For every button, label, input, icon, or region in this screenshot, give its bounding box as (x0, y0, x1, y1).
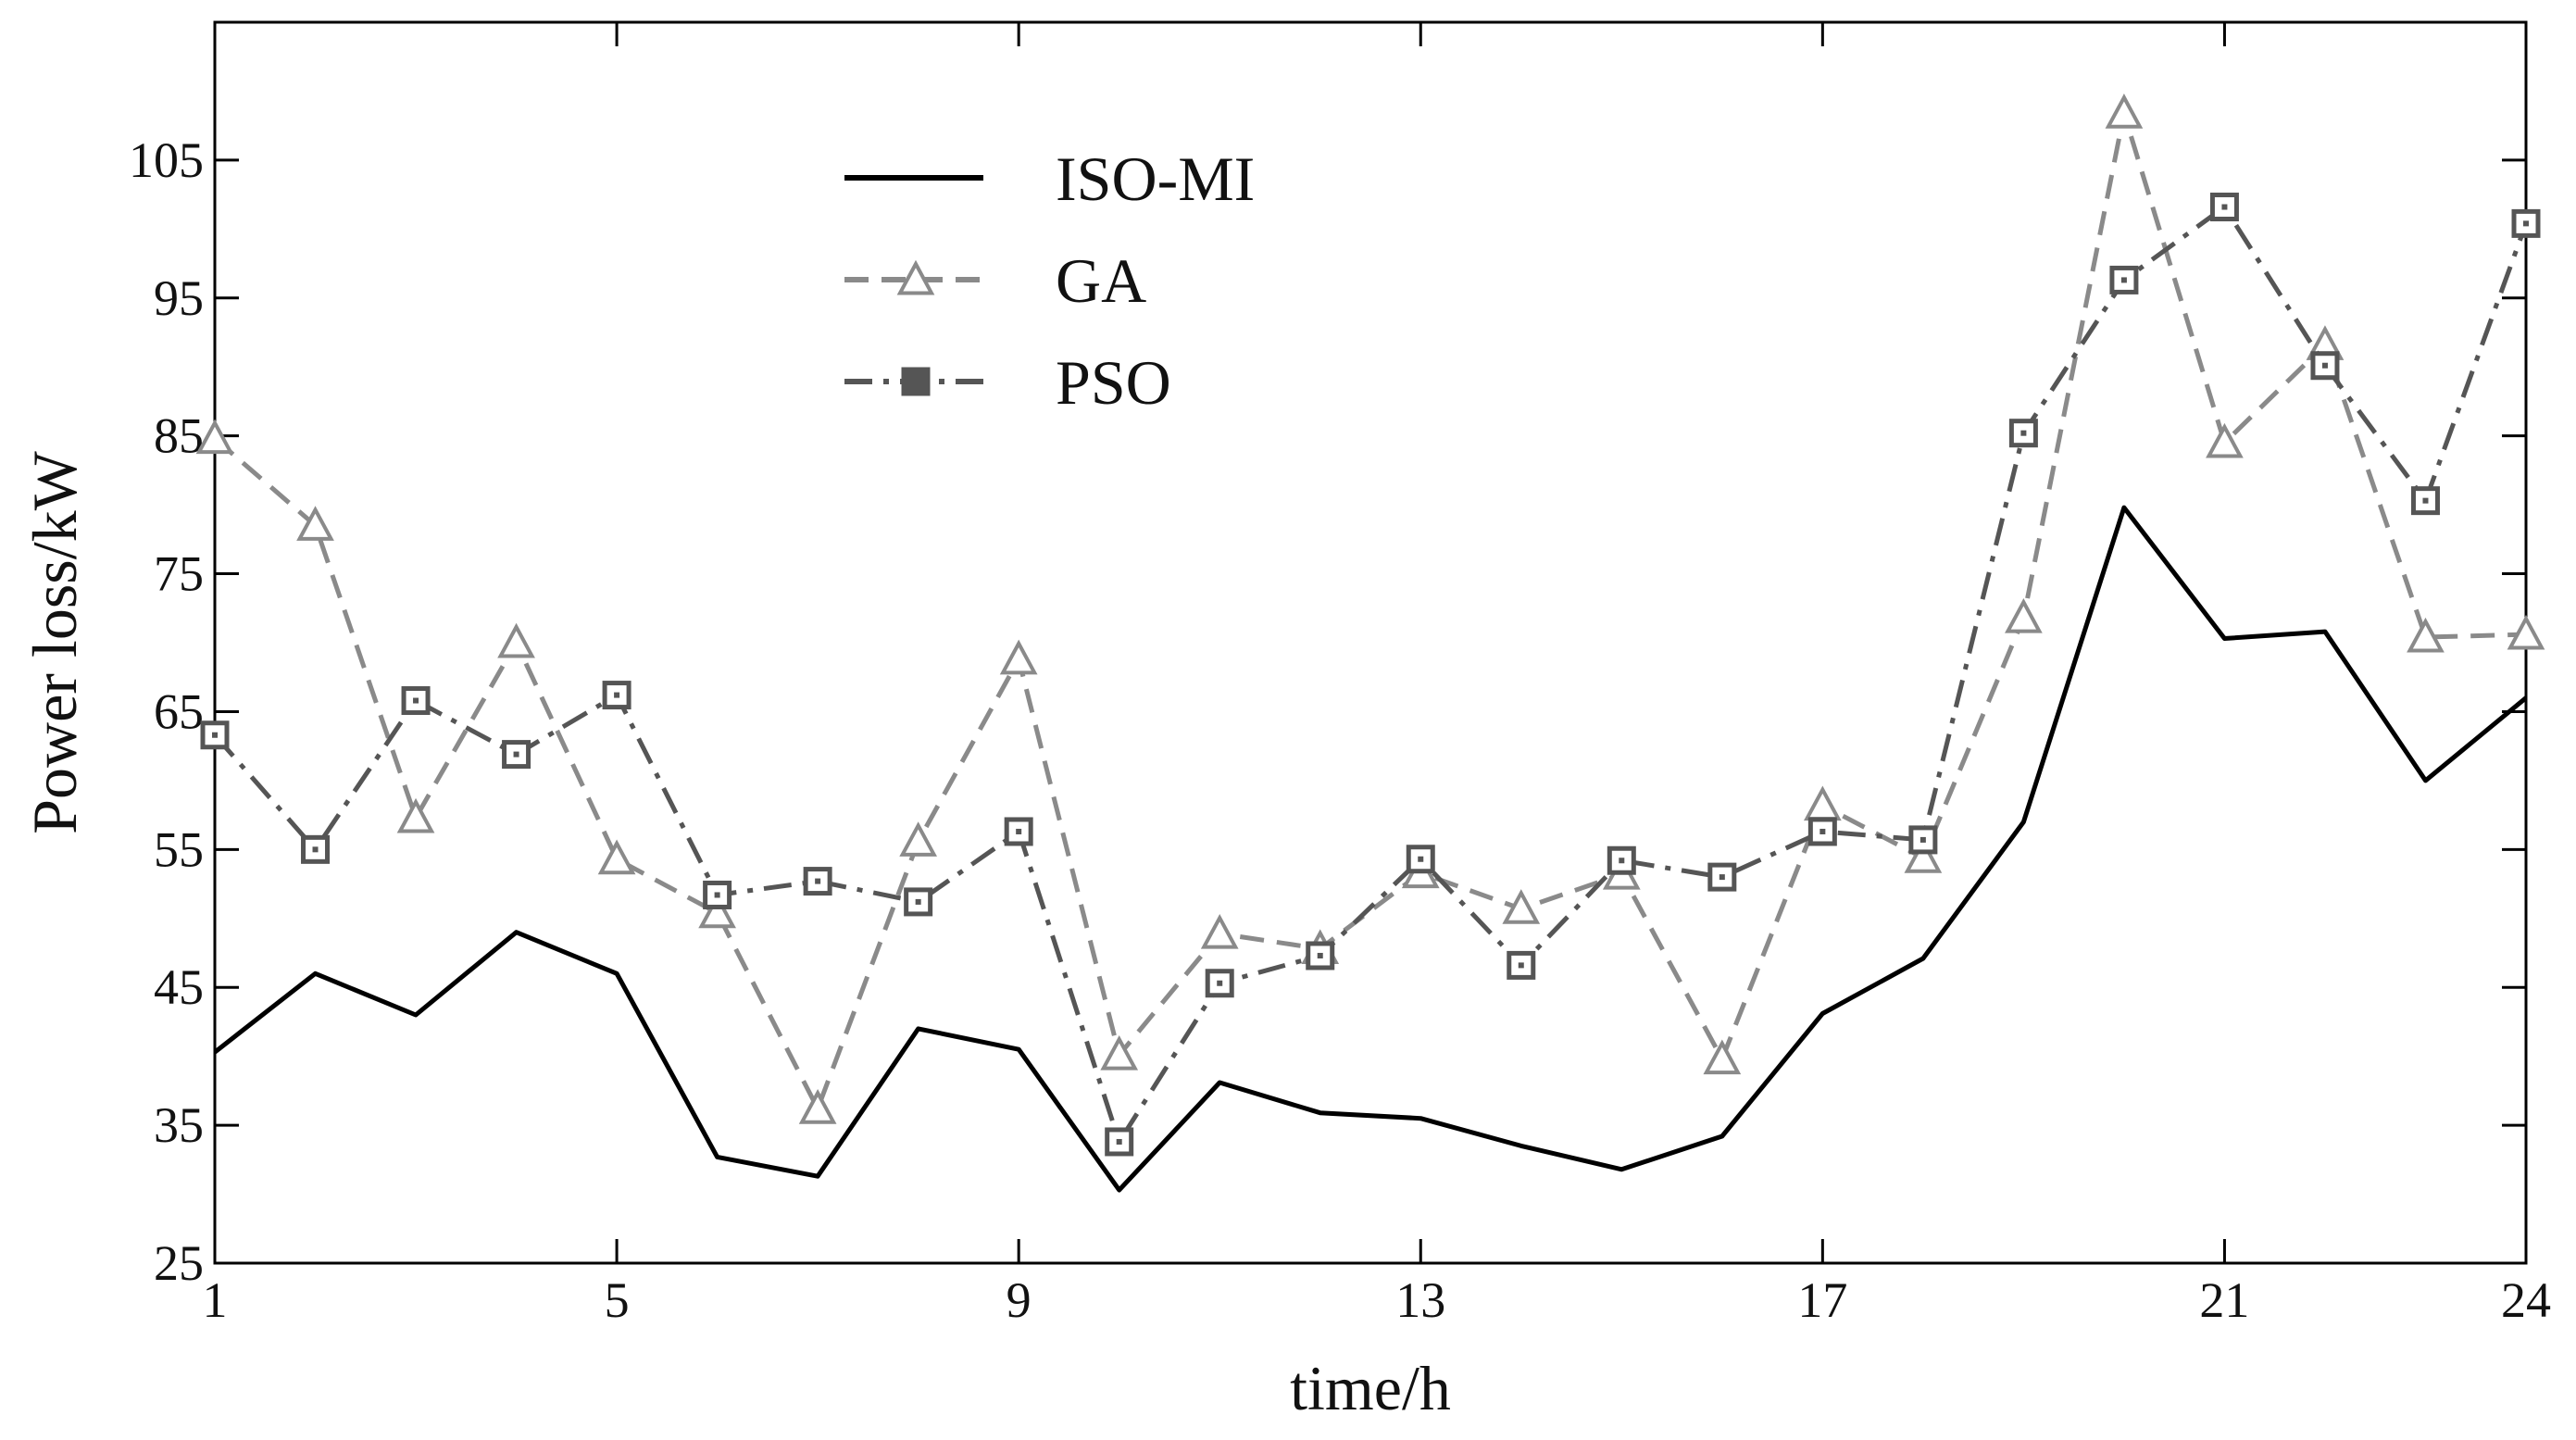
y-tick-label: 95 (154, 270, 204, 326)
data-point-ga (899, 821, 938, 857)
x-axis-title: time/h (1290, 1353, 1451, 1423)
y-axis-title: Power loss/kW (19, 450, 90, 833)
x-tick-label: 9 (1007, 1272, 1032, 1328)
legend-label-iso-mi: ISO-MI (1056, 144, 1255, 214)
data-point-pso (1707, 862, 1737, 892)
data-point-ga (1200, 913, 1239, 949)
data-point-ga (2206, 422, 2244, 458)
data-point-pso-center (915, 898, 921, 905)
data-point-ga (798, 1089, 837, 1124)
data-point-pso-center (815, 878, 821, 884)
y-tick-label: 45 (154, 959, 204, 1015)
series-iso-mi (213, 505, 2528, 1193)
data-point-pso (1205, 969, 1234, 998)
data-point-pso (2310, 351, 2340, 381)
legend-marker-ga (896, 259, 935, 295)
x-tick-label: 13 (1395, 1272, 1445, 1328)
plot-frame (213, 20, 2528, 1265)
y-tick-label: 85 (154, 408, 204, 464)
data-point-ga (999, 639, 1038, 675)
series-layer (195, 94, 2545, 1193)
data-point-pso-center (614, 692, 620, 698)
data-point-pso (1004, 817, 1033, 846)
data-point-pso (2008, 419, 2038, 448)
data-point-pso-center (2321, 362, 2328, 369)
series-line-pso (213, 205, 2529, 1145)
y-axis: 25 35 45 55 65 75 85 95 105 (129, 132, 2526, 1291)
series-line-ga (213, 110, 2527, 1111)
data-point-pso-center (1619, 858, 1625, 864)
data-point-pso-center (413, 697, 419, 704)
legend: ISO-MI GA PSO (844, 144, 1255, 418)
legend-marker-pso (901, 367, 931, 396)
y-tick-label: 55 (154, 821, 204, 877)
data-point-ga (396, 797, 435, 833)
data-point-pso-center (1016, 828, 1022, 834)
data-point-pso-center (1719, 874, 1725, 881)
y-tick-label: 65 (154, 683, 204, 739)
data-point-pso-center (513, 751, 519, 758)
data-point-ga (1100, 1034, 1139, 1071)
x-axis: 1 5 9 13 17 21 24 (203, 22, 2551, 1328)
data-point-ga (1904, 838, 1943, 873)
data-point-ga (1703, 1039, 1742, 1075)
x-tick-label: 21 (2199, 1272, 2249, 1328)
data-point-pso-center (2020, 430, 2027, 436)
legend-label-pso: PSO (1056, 347, 1171, 418)
data-point-ga (597, 839, 636, 875)
x-tick-label: 24 (2501, 1272, 2551, 1328)
data-point-ga (2407, 617, 2445, 653)
data-point-ga (2005, 597, 2043, 633)
data-point-pso-center (2221, 204, 2228, 210)
data-point-ga (2507, 614, 2545, 650)
x-tick-label: 17 (1797, 1272, 1847, 1328)
data-point-pso (803, 867, 832, 896)
data-point-pso-center (312, 846, 319, 853)
data-point-ga (296, 506, 334, 541)
data-point-pso-center (1518, 962, 1524, 969)
data-point-ga (195, 419, 234, 455)
data-point-pso-center (212, 732, 218, 738)
series-line-iso-mi (213, 505, 2528, 1193)
data-point-pso-center (1819, 828, 1826, 834)
data-point-pso-center (1418, 856, 1424, 862)
data-point-pso-center (1116, 1138, 1122, 1145)
legend-label-ga: GA (1056, 245, 1146, 316)
data-point-pso-center (2523, 220, 2529, 227)
series-pso (200, 193, 2541, 1157)
data-point-ga (2105, 94, 2144, 129)
y-tick-label: 105 (129, 132, 204, 188)
data-point-pso-center (1919, 836, 1926, 843)
x-tick-label: 1 (203, 1272, 228, 1328)
x-tick-label: 5 (605, 1272, 630, 1328)
data-point-ga (1502, 889, 1541, 924)
data-point-ga (497, 622, 535, 658)
y-tick-label: 25 (154, 1235, 204, 1291)
y-tick-label: 75 (154, 546, 204, 602)
data-point-pso-center (2422, 497, 2429, 504)
y-tick-label: 35 (154, 1097, 204, 1153)
data-point-pso-center (714, 892, 720, 898)
series-ga (195, 94, 2545, 1124)
data-point-pso-center (1317, 952, 1323, 958)
data-point-pso-center (1217, 980, 1223, 986)
data-point-pso-center (2120, 277, 2127, 283)
data-point-ga (698, 893, 736, 929)
data-point-ga (1803, 785, 1842, 821)
